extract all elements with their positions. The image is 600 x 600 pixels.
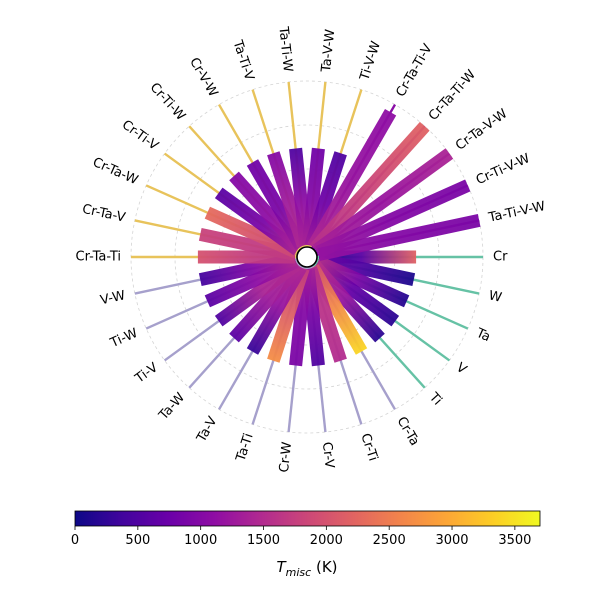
colorbar-tick-label: 1000	[184, 533, 217, 548]
label-ti: Ti	[425, 389, 444, 408]
bar-ta-v-w	[301, 147, 325, 246]
label-cr-ti-w: Cr-Ti-W	[147, 80, 189, 124]
bar-cr-ta-ti-v	[307, 109, 397, 250]
colorbar-tick-label: 2000	[310, 533, 343, 548]
label-ta-ti-v: Ta-Ti-V	[229, 38, 256, 83]
bar-cr-ta-ti-w	[310, 121, 430, 253]
label-cr-ta-ti-w: Cr-Ta-Ti-W	[426, 67, 479, 124]
label-ta-w: Ta-W	[156, 390, 189, 424]
label-v-w: V-W	[99, 288, 127, 308]
label-cr-ti: Cr-Ti	[357, 432, 380, 464]
label-cr-v-w: Cr-V-W	[186, 55, 220, 100]
label-w: W	[487, 288, 503, 305]
label-cr-ti-v-w: Cr-Ti-V-W	[474, 151, 533, 188]
label-cr-ta-v: Cr-Ta-V	[81, 202, 127, 226]
label-cr-ta-v-w: Cr-Ta-V-W	[453, 106, 510, 153]
bar-ti	[310, 261, 385, 343]
label-v: V	[453, 360, 469, 377]
label-cr-v: Cr-V	[319, 441, 337, 469]
bar-w	[317, 253, 416, 286]
label-cr: Cr	[493, 250, 508, 265]
label-cr-w: Cr-W	[277, 441, 295, 473]
label-ti-v: Ti-V	[132, 360, 161, 387]
colorbar-tick-label: 500	[125, 533, 150, 548]
label-ta-ti: Ta-Ti	[233, 432, 256, 465]
bar-cr-ti-v-w	[315, 179, 471, 259]
colorbar-gradient	[74, 510, 541, 527]
label-ti-w: Ti-W	[107, 326, 140, 352]
bar-cr-w	[289, 268, 313, 367]
colorbar-tick-label: 0	[71, 533, 79, 548]
center-hub	[296, 246, 318, 268]
bar-ta-w	[229, 261, 304, 343]
colorbar-tick-label: 3500	[498, 533, 531, 548]
colorbar: 0 500 1000 1500 2000 2500 3000 3500 Tmisc (K)	[71, 510, 541, 579]
colorbar-ticks: 0 500 1000 1500 2000 2500 3000 3500	[71, 526, 531, 548]
bar-cr-ta-v-w	[312, 148, 454, 256]
label-ta-ti-v-w: Ta-Ti-V-W	[486, 199, 546, 226]
label-ta-v-w: Ta-V-W	[319, 28, 339, 73]
temperature-bars	[197, 109, 481, 367]
bar-ta	[315, 255, 410, 308]
bar-ta-ti-v-w	[317, 214, 481, 261]
bar-ta-ti	[267, 266, 310, 363]
bar-ta-v	[246, 264, 307, 355]
colorbar-tick-label: 1500	[247, 533, 280, 548]
colorbar-label: Tmisc (K)	[276, 558, 337, 579]
label-ta-ti-w: Ta-Ti-W	[275, 25, 295, 73]
colorbar-tick-label: 2500	[373, 533, 406, 548]
label-cr-ti-v: Cr-Ti-V	[119, 117, 161, 153]
label-cr-ta-ti-v: Cr-Ta-Ti-V	[394, 42, 436, 100]
bar-cr-ta-w	[204, 206, 299, 259]
bar-cr-ta-v	[198, 228, 297, 261]
label-ti-v-w: Ti-V-W	[357, 39, 384, 83]
bar-cr-ti-w	[229, 171, 304, 253]
bar-ti-v-w	[304, 151, 347, 248]
bar-cr-ti-v	[214, 187, 302, 256]
label-cr-ta-w: Cr-Ta-W	[90, 155, 140, 188]
label-cr-ta: Cr-Ta	[394, 414, 422, 448]
label-ta: Ta	[473, 325, 493, 345]
colorbar-tick-label: 3000	[435, 533, 468, 548]
label-cr-ta-ti: Cr-Ta-Ti	[76, 250, 122, 265]
bar-v	[312, 258, 400, 327]
label-ta-v: Ta-V	[194, 414, 221, 445]
